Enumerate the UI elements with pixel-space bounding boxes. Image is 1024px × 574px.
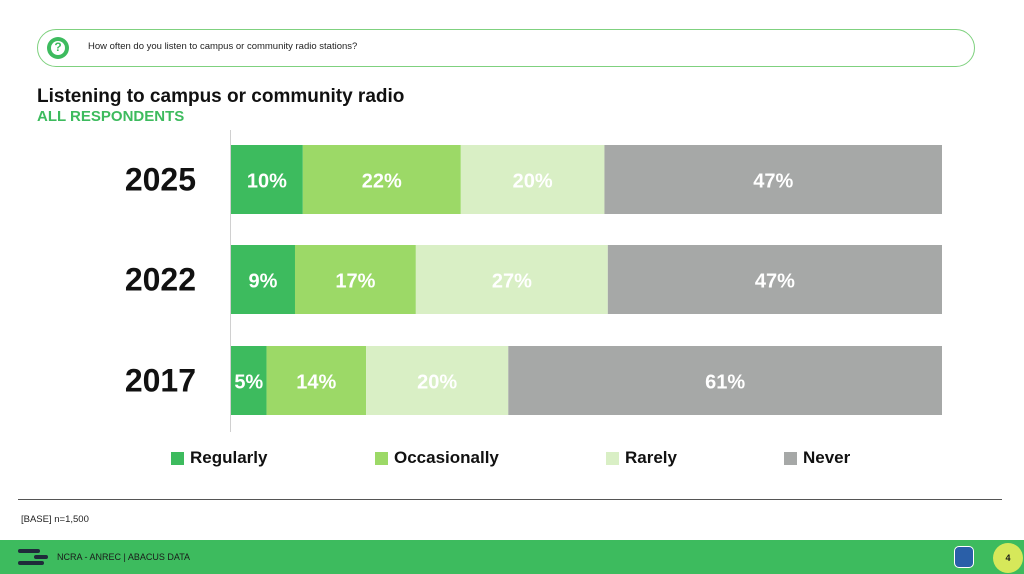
legend-item-occasionally: Occasionally	[375, 448, 499, 468]
data-label-2017-rarely: 20%	[417, 372, 457, 394]
question-banner: How often do you listen to campus or com…	[37, 29, 975, 67]
bar-2017-regularly	[231, 346, 267, 415]
stacked-bar-chart: 2025 10% 22% 20% 47% 2022 9% 17% 27% 47% 2017 5% 14%…	[125, 130, 942, 432]
data-label-2025-rarely: 20%	[513, 171, 553, 193]
legend-swatch	[606, 451, 619, 465]
question-icon	[47, 37, 69, 59]
page-number: 4	[993, 543, 1023, 573]
data-label-2022-never: 47%	[755, 271, 795, 293]
legend-label: Occasionally	[394, 448, 499, 467]
ncra-crest-icon	[954, 546, 974, 568]
data-label-2017-regularly: 5%	[234, 372, 263, 394]
data-label-2017-never: 61%	[705, 372, 745, 394]
bar-2022-never	[607, 245, 942, 314]
category-label-2022: 2022	[125, 262, 196, 298]
bar-2022-occasionally	[294, 245, 416, 314]
legend-label: Rarely	[625, 448, 677, 467]
bar-2017-rarely	[366, 346, 509, 415]
bar-2025-occasionally	[302, 145, 461, 214]
legend-swatch	[784, 451, 797, 465]
category-label-2025: 2025	[125, 162, 196, 198]
bar-2025-never	[604, 145, 942, 214]
chart-subtitle: ALL RESPONDENTS	[37, 108, 185, 125]
data-label-2022-rarely: 27%	[492, 271, 532, 293]
legend-item-rarely: Rarely	[606, 448, 677, 468]
bar-2022-regularly	[231, 245, 295, 314]
data-label-2025-occasionally: 22%	[362, 171, 402, 193]
question-text: How often do you listen to campus or com…	[88, 41, 358, 52]
data-label-2022-occasionally: 17%	[335, 271, 375, 293]
bar-2022-rarely	[415, 245, 608, 314]
chart-title: Listening to campus or community radio	[37, 86, 405, 107]
chart-legend: Regularly Occasionally Rarely Never	[0, 448, 1024, 472]
bar-2025-regularly	[231, 145, 303, 214]
bar-2025-rarely	[460, 145, 605, 214]
bar-2017-occasionally	[266, 346, 367, 415]
abacus-logo-icon	[18, 549, 48, 565]
legend-swatch	[171, 451, 184, 465]
legend-label: Never	[803, 448, 851, 467]
footer-text: NCRA - ANREC | ABACUS DATA	[57, 552, 191, 562]
footer-divider	[18, 499, 1002, 500]
legend-item-regularly: Regularly	[171, 448, 267, 468]
legend-label: Regularly	[190, 448, 268, 467]
legend-item-never: Never	[784, 448, 850, 468]
data-label-2017-occasionally: 14%	[296, 372, 336, 394]
data-label-2022-regularly: 9%	[249, 271, 278, 293]
legend-swatch	[375, 451, 388, 465]
data-label-2025-regularly: 10%	[247, 171, 287, 193]
data-label-2025-never: 47%	[753, 171, 793, 193]
footer-bar: NCRA - ANREC | ABACUS DATA	[0, 540, 1024, 574]
base-note: [BASE] n=1,500	[21, 514, 89, 525]
category-label-2017: 2017	[125, 363, 196, 399]
bar-2017-never	[508, 346, 942, 415]
